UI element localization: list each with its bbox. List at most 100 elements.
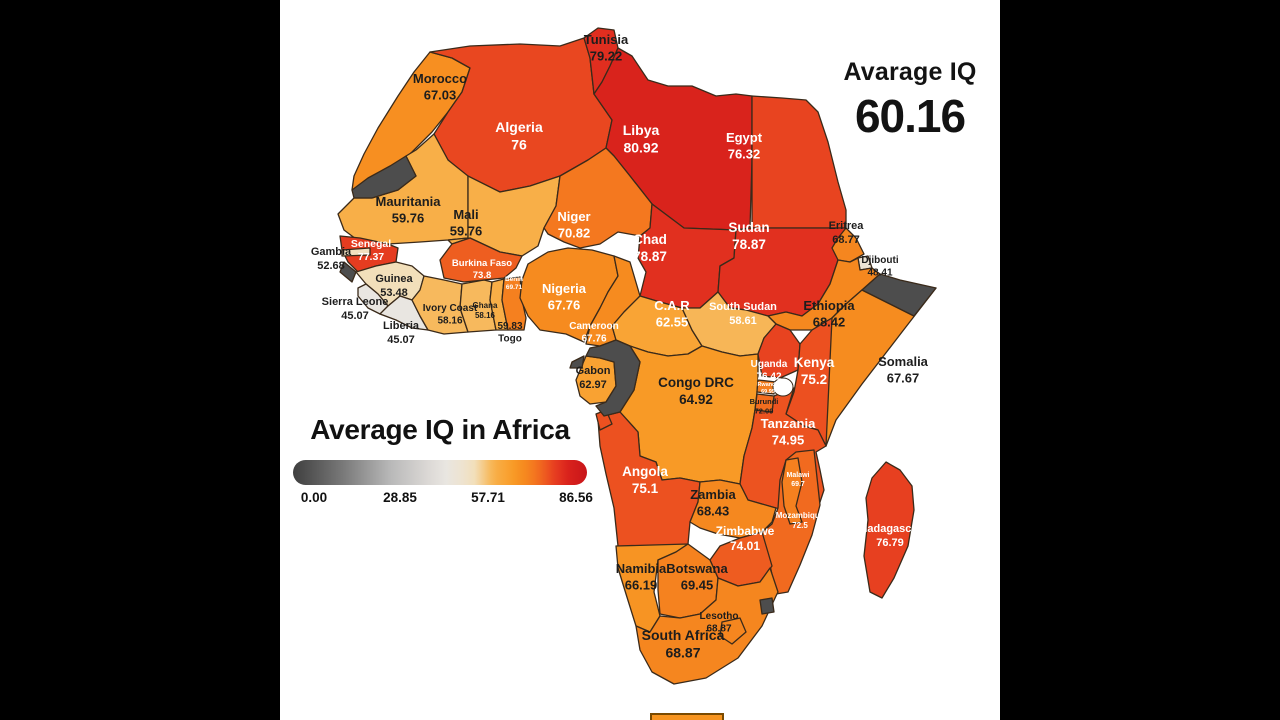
country-label-uganda-value: 76.42 — [756, 372, 781, 383]
country-label-c-a-r-name: C.A.R — [654, 298, 690, 313]
country-label-algeria-value: 76 — [511, 137, 527, 153]
nodata-shape-guinea-bissau — [339, 261, 357, 283]
country-label-eritrea-name: Eritrea — [829, 220, 865, 232]
country-label-south-africa-value: 68.87 — [665, 645, 700, 661]
country-label-burkina-faso-name: Burkina Faso — [452, 258, 512, 269]
country-shape-gambia — [341, 247, 371, 257]
country-label-somalia-value: 67.67 — [887, 370, 920, 385]
average-iq-label: Avarage IQ — [843, 58, 977, 86]
country-label-liberia-name: Liberia — [383, 320, 420, 332]
country-label-liberia-value: 45.07 — [387, 334, 415, 346]
country-label-togo-name: 59.83 — [497, 321, 522, 332]
country-shape-lesotho — [719, 617, 747, 645]
country-label-gambia-name: Gambia — [311, 246, 352, 258]
country-label-sudan-name: Sudan — [728, 220, 769, 235]
country-label-mozambique-value: 72.5 — [792, 521, 808, 530]
country-label-togo-value: Togo — [498, 334, 522, 345]
country-label-tunisia-value: 79.22 — [590, 48, 623, 63]
country-shape-malawi — [781, 457, 803, 525]
country-label-ghana-name: Ghana — [473, 301, 498, 310]
country-label-madagascar-name: Madagascar — [858, 523, 922, 535]
nodata-shape-somaliland — [861, 273, 937, 317]
country-label-mauritania-value: 59.76 — [392, 210, 425, 225]
country-label-ivory-coast-name: Ivory Coast — [423, 303, 478, 314]
country-label-guinea-name: Guinea — [375, 273, 413, 285]
country-label-mali-name: Mali — [453, 207, 478, 222]
country-shape-burkina-faso — [439, 237, 523, 283]
country-label-lesotho-value: 68.87 — [706, 624, 731, 635]
country-label-botswana-value: 69.45 — [681, 577, 714, 592]
country-label-kenya-name: Kenya — [794, 355, 835, 370]
country-shape-niger — [543, 147, 653, 249]
legend-tick-2: 57.71 — [471, 490, 505, 505]
country-label-benin-name: Benin — [505, 276, 523, 283]
country-label-benin-value: 69.71 — [506, 284, 523, 291]
country-label-morocco-name: Morocco — [413, 71, 467, 86]
country-shape-rwanda — [756, 379, 777, 395]
country-label-ethiopia-name: Ethiopia — [803, 298, 855, 313]
country-label-ethiopia-value: 68.42 — [813, 314, 846, 329]
country-label-gabon-value: 62.97 — [579, 379, 607, 391]
nodata-shape-equatorial-guinea — [569, 355, 585, 369]
country-label-botswana-name: Botswana — [666, 561, 728, 576]
country-label-madagascar-value: 76.79 — [876, 537, 904, 549]
country-label-djibouti-value: 48.41 — [867, 268, 892, 279]
country-label-south-sudan-value: 58.61 — [729, 315, 757, 327]
country-label-nigeria-value: 67.76 — [548, 297, 581, 312]
country-label-uganda-name: Uganda — [751, 359, 788, 370]
nodata-shape-eswatini — [759, 597, 775, 615]
country-label-gambia-value: 52.68 — [317, 260, 345, 272]
country-label-south-sudan-name: South Sudan — [709, 301, 777, 313]
country-label-cameroon-name: Cameroon — [569, 321, 618, 332]
country-label-malawi-value: 69.7 — [791, 481, 805, 488]
nodata-shape-western-sahara — [351, 155, 417, 199]
country-label-tanzania-value: 74.95 — [772, 432, 805, 447]
country-shape-south-africa — [635, 567, 779, 685]
country-label-ivory-coast-value: 58.16 — [437, 316, 462, 327]
country-label-morocco-value: 67.03 — [424, 87, 457, 102]
country-label-chad-name: Chad — [633, 232, 667, 247]
country-label-guinea-value: 53.48 — [380, 287, 408, 299]
legend-tick-1: 28.85 — [383, 490, 417, 505]
country-label-nigeria-name: Nigeria — [542, 281, 587, 296]
legend-tick-3: 86.56 — [559, 490, 593, 505]
country-label-lesotho-name: Lesotho — [700, 611, 739, 622]
letterbox-right — [1000, 0, 1280, 720]
country-label-chad-value: 78.87 — [633, 249, 667, 264]
country-label-egypt-name: Egypt — [726, 130, 763, 145]
legend-gradient-bar — [293, 460, 587, 485]
country-label-burkina-faso-value: 73.8 — [473, 270, 492, 281]
lake-victoria — [772, 377, 794, 397]
average-iq-headline: Avarage IQ 60.16 — [820, 58, 1000, 143]
country-label-angola-value: 75.1 — [632, 481, 659, 496]
country-label-congo-drc-value: 64.92 — [679, 392, 713, 407]
country-label-egypt-value: 76.32 — [728, 146, 761, 161]
bottom-caption-fragment — [650, 713, 724, 720]
country-label-zimbabwe-name: Zimbabwe — [716, 524, 775, 538]
country-label-zambia-value: 68.43 — [697, 503, 730, 518]
country-shape-sierra-leone — [357, 283, 389, 315]
country-label-malawi-name: Malawi — [787, 472, 810, 479]
country-label-sudan-value: 78.87 — [732, 237, 766, 252]
country-label-tanzania-name: Tanzania — [761, 416, 816, 431]
country-label-somalia-name: Somalia — [878, 354, 929, 369]
country-label-zimbabwe-value: 74.01 — [730, 539, 760, 553]
map-canvas: Morocco 67.03 Algeria 76 Tunisia 79.22 Libya 80… — [280, 0, 1000, 720]
country-label-south-africa-name: South Africa — [642, 627, 725, 643]
country-label-rwanda-value: 69.95 — [761, 389, 775, 395]
country-label-gabon-name: Gabon — [576, 365, 611, 377]
country-label-mauritania-name: Mauritania — [375, 194, 441, 209]
country-label-namibia-value: 66.19 — [625, 577, 658, 592]
country-label-c-a-r-value: 62.55 — [656, 314, 689, 329]
country-shape-benin — [501, 276, 527, 331]
country-shape-egypt — [751, 95, 847, 229]
country-label-namibia-name: Namibia — [616, 561, 667, 576]
country-label-zambia-name: Zambia — [690, 487, 736, 502]
country-label-eritrea-value: 68.77 — [832, 234, 860, 246]
country-label-rwanda-name: Rwanda — [757, 382, 779, 388]
country-label-cameroon-value: 67.76 — [581, 334, 606, 345]
legend: Average IQ in Africa 0.00 28.85 57.71 86… — [290, 414, 593, 508]
country-label-libya-name: Libya — [623, 122, 660, 138]
